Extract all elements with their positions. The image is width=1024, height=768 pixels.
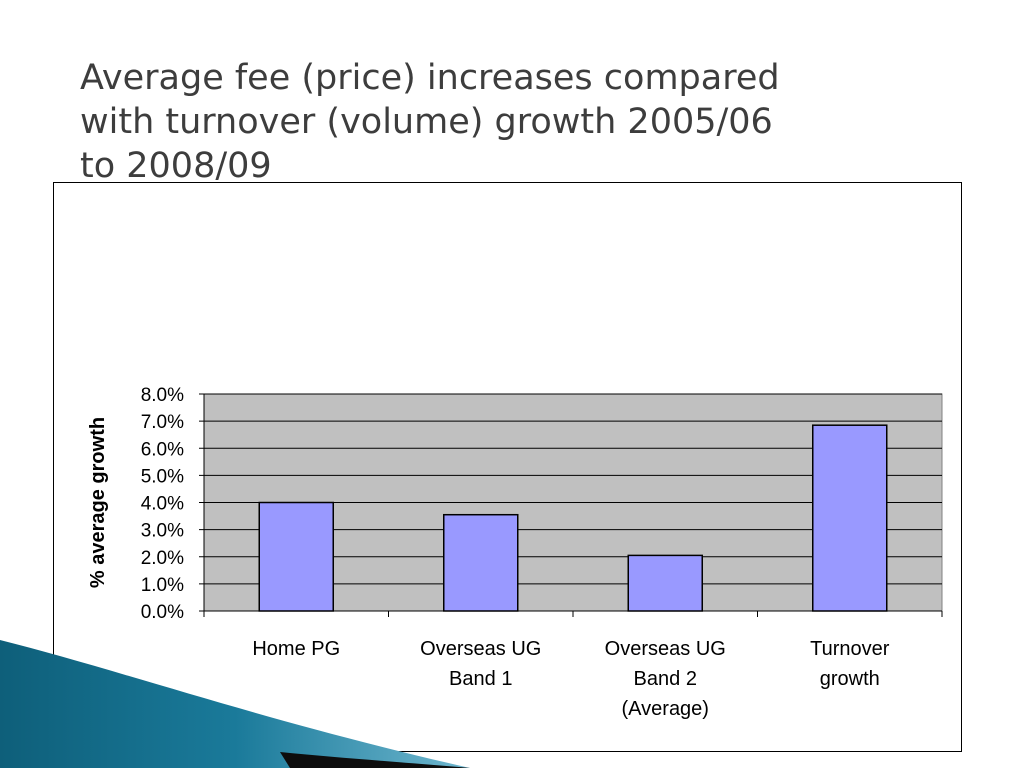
bar <box>258 501 334 612</box>
x-tick-label: Overseas UG <box>605 638 726 660</box>
swoosh-teal-shape <box>0 640 470 768</box>
y-axis-title: % average growth <box>87 417 109 588</box>
bar <box>627 554 703 612</box>
y-tick-label: 1.0% <box>141 575 184 596</box>
x-tick-label: Band 2 <box>634 668 697 690</box>
y-tick-label: 4.0% <box>141 494 184 515</box>
slide-title-line: Average fee (price) increases compared <box>80 58 780 98</box>
slide-title-line: to 2008/09 <box>80 146 272 186</box>
y-tick-label: 0.0% <box>141 602 184 623</box>
x-tick-label: growth <box>820 668 880 690</box>
y-tick-label: 5.0% <box>141 466 184 487</box>
x-tick-label: Home PG <box>252 638 340 660</box>
x-tick-label: Overseas UG <box>420 638 541 660</box>
bar-chart: 0.0% 1.0% 2.0% 3.0% 4.0% 5.0% 6.0% 7.0% 8.0% % av… <box>87 385 943 720</box>
decorative-swoosh <box>0 640 470 768</box>
slide-title: Average fee (price) increases compared w… <box>80 56 940 188</box>
y-tick-label: 8.0% <box>141 385 184 406</box>
x-tick-label: Band 1 <box>449 668 512 690</box>
y-tick-label: 7.0% <box>141 412 184 433</box>
x-tick-label: Turnover <box>810 638 890 660</box>
chart-frame: 0.0% 1.0% 2.0% 3.0% 4.0% 5.0% 6.0% 7.0% 8.0% % av… <box>53 182 962 752</box>
y-tick-label: 6.0% <box>141 439 184 460</box>
bar <box>812 424 888 612</box>
slide-title-line: with turnover (volume) growth 2005/06 <box>80 102 773 142</box>
bar <box>443 513 519 612</box>
y-tick-label: 3.0% <box>141 521 184 542</box>
x-tick-label: (Average) <box>622 698 709 720</box>
swoosh-dark-shape <box>280 752 470 768</box>
y-tick-label: 2.0% <box>141 548 184 569</box>
